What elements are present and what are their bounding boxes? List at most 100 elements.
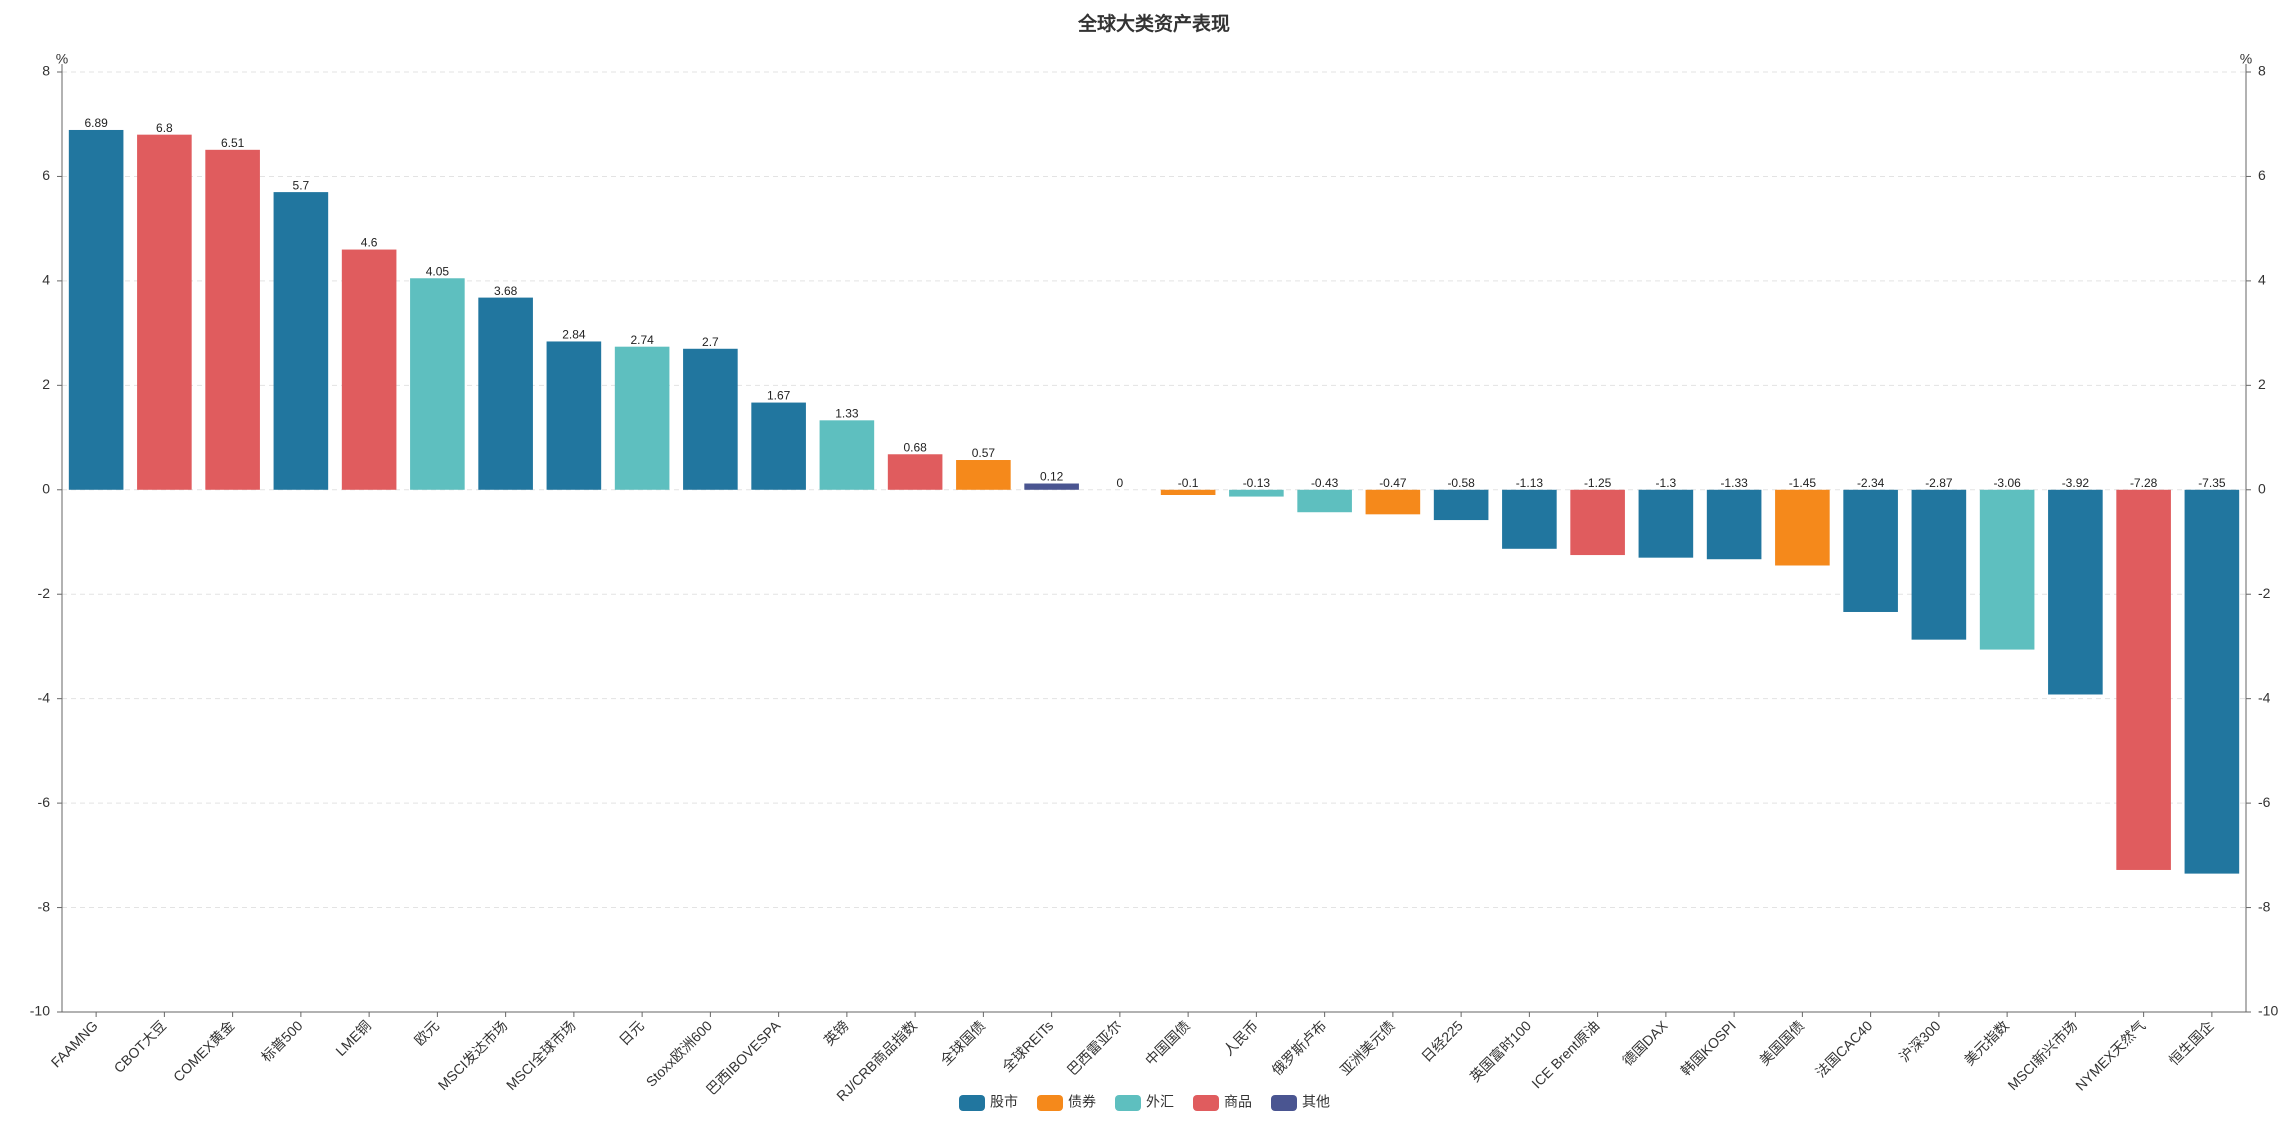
bar	[1911, 489, 1967, 640]
bar	[1775, 489, 1830, 566]
bar	[341, 249, 397, 490]
x-tick-label: 法国CAC40	[1812, 1017, 1875, 1080]
bar	[2048, 489, 2103, 695]
bar	[1297, 489, 1352, 513]
y-tick-label: -8	[38, 898, 51, 914]
x-tick-label: LME铜	[332, 1017, 374, 1059]
x-tick-label: MSCI发达市场	[435, 1017, 511, 1093]
data-label: 4.05	[426, 264, 450, 278]
data-label: 1.33	[835, 406, 859, 420]
x-tick-label: 巴西雷亚尔	[1064, 1017, 1125, 1078]
x-tick-label: 韩国KOSPI	[1677, 1017, 1738, 1078]
legend-label: 商品	[1224, 1094, 1252, 1110]
x-tick-label: Stoxx欧洲600	[643, 1017, 716, 1090]
bar	[614, 346, 670, 490]
bar	[1024, 483, 1079, 490]
y2-tick-label: 6	[2258, 167, 2266, 183]
data-label: -0.58	[1447, 476, 1475, 490]
x-tick-label: ICE Brent原油	[1528, 1017, 1602, 1091]
y2-tick-label: -10	[2258, 1003, 2278, 1019]
data-label: 5.7	[293, 178, 310, 192]
bar	[410, 278, 465, 490]
legend-swatch	[1193, 1095, 1219, 1111]
data-label: -1.3	[1656, 476, 1677, 490]
y-tick-label: -10	[30, 1003, 50, 1019]
x-tick-label: 中国国债	[1142, 1017, 1193, 1068]
x-tick-label: 全球REITs	[999, 1017, 1057, 1075]
x-tick-label: 俄罗斯卢布	[1269, 1017, 1330, 1078]
data-label: -7.28	[2130, 476, 2158, 490]
bar	[1365, 489, 1421, 515]
x-tick-label: 欧元	[411, 1017, 442, 1048]
bar	[1979, 489, 2035, 650]
data-label: -0.13	[1243, 476, 1271, 490]
bar	[478, 297, 533, 490]
bar	[1433, 489, 1489, 521]
y-tick-label: 0	[42, 480, 50, 496]
y2-tick-label: 0	[2258, 480, 2266, 496]
data-label: -3.92	[2062, 476, 2090, 490]
x-tick-label: 全球国债	[937, 1017, 988, 1068]
x-tick-label: 恒生国企	[2166, 1017, 2217, 1068]
y2-tick-label: 4	[2258, 272, 2266, 288]
data-label: -1.25	[1584, 476, 1612, 490]
legend-label: 债券	[1068, 1094, 1096, 1110]
data-label: -1.45	[1789, 476, 1817, 490]
x-tick-label: FAAMNG	[48, 1017, 101, 1070]
data-label: -3.06	[1993, 476, 2021, 490]
bar	[68, 129, 124, 490]
x-tick-label: 亚洲美元债	[1337, 1017, 1398, 1078]
x-tick-label: 英镑	[821, 1017, 852, 1048]
bar	[1229, 489, 1284, 497]
y-tick-label: 6	[42, 167, 50, 183]
legend-swatch	[1271, 1095, 1297, 1111]
x-tick-label: MSCI全球市场	[503, 1017, 579, 1093]
y2-tick-label: -2	[2258, 585, 2271, 601]
bar	[1570, 489, 1625, 556]
x-tick-label: 人民币	[1220, 1017, 1261, 1058]
x-tick-label: 德国DAX	[1619, 1017, 1671, 1069]
data-label: 2.7	[702, 335, 719, 349]
data-label: 0.68	[903, 440, 927, 454]
legend-swatch	[1115, 1095, 1141, 1111]
bar	[956, 460, 1011, 490]
bar	[546, 341, 602, 490]
y2-axis-label: %	[2240, 51, 2252, 67]
x-tick-label: 标普500	[258, 1017, 306, 1065]
data-label: 6.8	[156, 121, 173, 135]
data-label: -0.43	[1311, 476, 1339, 490]
bar	[1843, 489, 1898, 612]
bar	[683, 348, 738, 490]
x-tick-label: 沪深300	[1896, 1017, 1944, 1065]
x-tick-label: MSCI新兴市场	[2004, 1017, 2080, 1093]
x-tick-label: CBOT大豆	[111, 1017, 170, 1076]
y2-tick-label: -4	[2258, 689, 2271, 705]
data-label: 0.57	[972, 446, 996, 460]
legend-label: 外汇	[1146, 1094, 1174, 1110]
y-axis-label: %	[56, 51, 68, 67]
y2-tick-label: -8	[2258, 898, 2271, 914]
bar	[1706, 489, 1762, 560]
data-label: -2.34	[1857, 476, 1885, 490]
data-label: -0.47	[1379, 476, 1407, 490]
bar	[751, 402, 806, 490]
data-label: 3.68	[494, 284, 518, 298]
y2-tick-label: 2	[2258, 376, 2266, 392]
data-label: 6.51	[221, 136, 245, 150]
x-tick-label: 美国国债	[1756, 1017, 1807, 1068]
y-tick-label: -6	[38, 794, 51, 810]
data-label: -2.87	[1925, 476, 1953, 490]
data-label: 4.6	[361, 236, 378, 250]
data-label: -1.13	[1516, 476, 1544, 490]
data-label: 2.74	[630, 333, 654, 347]
data-label: 6.89	[84, 116, 108, 130]
y2-tick-label: -6	[2258, 794, 2271, 810]
y-tick-label: -2	[38, 585, 51, 601]
data-label: 1.67	[767, 389, 791, 403]
bar	[1160, 489, 1216, 495]
x-tick-label: 美元指数	[1961, 1017, 2012, 1068]
legend-label: 股市	[990, 1094, 1018, 1110]
bar	[137, 134, 192, 490]
x-tick-label: 日经225	[1418, 1017, 1466, 1065]
